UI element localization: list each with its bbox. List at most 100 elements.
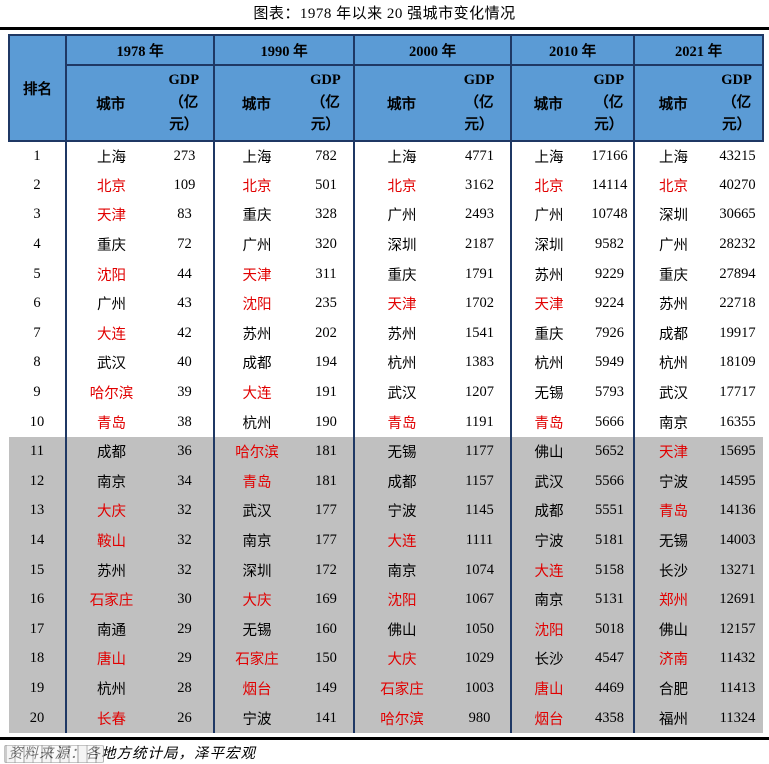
gdp-cell: 14136 [719, 502, 756, 519]
city-cell: 宁波 [510, 525, 586, 556]
city-cell: 武汉 [65, 348, 156, 378]
city-cell: 上海 [213, 141, 299, 171]
gdp-cell: 9229 [595, 265, 624, 282]
gdp-column-header: GDP （亿 元） [168, 72, 200, 134]
city-cell: 天津 [510, 288, 586, 319]
rank-cell: 19 [29, 679, 45, 696]
gdp-cell: 1791 [465, 265, 494, 282]
rank-cell: 3 [33, 206, 41, 223]
gdp-cell: 2493 [465, 206, 494, 223]
rank-cell: 13 [29, 502, 45, 519]
year-header-2000: 2000 年 [353, 34, 511, 66]
table-row: 12 南京 34 青岛 181 成都 1157 武汉 5566 宁波 14595 [9, 466, 763, 497]
city-cell: 杭州 [353, 348, 449, 378]
gdp-cell: 1067 [465, 591, 494, 608]
rank-cell: 1 [33, 147, 41, 164]
city-cell: 青岛 [213, 466, 299, 497]
gdp-cell: 27894 [719, 265, 756, 282]
gdp-cell: 320 [315, 236, 337, 253]
city-cell: 武汉 [510, 466, 586, 497]
gdp-cell: 29 [177, 650, 192, 667]
table-body: 1 上海 273 上海 782 上海 4771 上海 17166 上海 43215 2 北京 109 北京 5… [9, 141, 763, 733]
gdp-cell: 501 [315, 176, 337, 193]
city-cell: 北京 [510, 170, 586, 201]
gdp-cell: 14003 [719, 532, 756, 549]
city-cell: 南京 [510, 584, 586, 615]
city-cell: 沈阳 [353, 584, 449, 615]
gdp-cell: 177 [315, 532, 337, 549]
city-cell: 重庆 [353, 259, 449, 289]
city-cell: 合肥 [633, 673, 712, 704]
city-cell: 北京 [65, 170, 156, 201]
city-cell: 佛山 [633, 614, 712, 645]
city-cell: 广州 [510, 200, 586, 230]
gdp-cell: 202 [315, 324, 337, 341]
rank-cell: 6 [33, 295, 41, 312]
city-cell: 宁波 [633, 466, 712, 497]
city-cell: 广州 [353, 200, 449, 230]
gdp-cell: 42 [177, 324, 192, 341]
city-cell: 长沙 [510, 644, 586, 674]
gdp-cell: 4547 [595, 650, 624, 667]
gdp-column-header: GDP （亿 元） [310, 72, 341, 134]
city-cell: 大连 [353, 525, 449, 556]
gdp-cell: 43215 [719, 147, 756, 164]
city-cell: 福州 [633, 703, 712, 733]
gdp-cell: 141 [315, 709, 337, 726]
gdp-cell: 4358 [595, 709, 624, 726]
gdp-cell: 1702 [465, 295, 494, 312]
city-cell: 重庆 [213, 200, 299, 230]
city-column-header: 城市 [96, 96, 126, 113]
city-cell: 苏州 [510, 259, 586, 289]
gdp-cell: 5566 [595, 472, 624, 489]
city-cell: 苏州 [353, 318, 449, 349]
city-cell: 广州 [65, 288, 156, 319]
gdp-cell: 32 [177, 532, 192, 549]
city-cell: 成都 [633, 318, 712, 349]
source-note: 资料来源：各地方统计局，泽平宏观 [8, 745, 256, 762]
city-cell: 天津 [213, 259, 299, 289]
city-cell: 重庆 [510, 318, 586, 349]
city-cell: 哈尔滨 [353, 703, 449, 733]
gdp-cell: 43 [177, 295, 192, 312]
city-cell: 苏州 [633, 288, 712, 319]
gdp-cell: 782 [315, 147, 337, 164]
gdp-cell: 11432 [719, 650, 756, 667]
rank-cell: 15 [29, 561, 45, 578]
gdp-cell: 38 [177, 413, 192, 430]
gdp-cell: 13271 [719, 561, 756, 578]
city-cell: 北京 [213, 170, 299, 201]
gdp-cell: 172 [315, 561, 337, 578]
table-row: 7 大连 42 苏州 202 苏州 1541 重庆 7926 成都 19917 [9, 318, 763, 349]
city-cell: 深圳 [213, 555, 299, 585]
table-row: 3 天津 83 重庆 328 广州 2493 广州 10748 深圳 30665 [9, 200, 763, 230]
gdp-cell: 181 [315, 472, 337, 489]
gdp-cell: 7926 [595, 324, 624, 341]
table-row: 15 苏州 32 深圳 172 南京 1074 大连 5158 长沙 13271 [9, 555, 763, 585]
city-cell: 苏州 [65, 555, 156, 585]
gdp-cell: 191 [315, 384, 337, 401]
table-header: 排名 1978 年 1990 年 2000 年 2010 年 2021 年 城市… [8, 34, 764, 142]
table-row: 6 广州 43 沈阳 235 天津 1702 天津 9224 苏州 22718 [9, 288, 763, 319]
gdp-cell: 14114 [591, 176, 628, 193]
city-cell: 烟台 [510, 703, 586, 733]
city-cell: 上海 [65, 141, 156, 171]
table-row: 2 北京 109 北京 501 北京 3162 北京 14114 北京 40270 [9, 170, 763, 201]
gdp-ranking-table: 排名 1978 年 1990 年 2000 年 2010 年 2021 年 城市… [8, 34, 764, 733]
gdp-cell: 149 [315, 679, 337, 696]
city-cell: 深圳 [353, 229, 449, 260]
gdp-cell: 1157 [465, 472, 494, 489]
gdp-cell: 5018 [595, 620, 624, 637]
city-cell: 青岛 [353, 407, 449, 437]
city-cell: 佛山 [510, 436, 586, 467]
rank-cell: 11 [30, 443, 44, 460]
gdp-cell: 4771 [465, 147, 494, 164]
city-cell: 佛山 [353, 614, 449, 645]
gdp-cell: 160 [315, 620, 337, 637]
city-cell: 杭州 [213, 407, 299, 437]
gdp-cell: 32 [177, 561, 192, 578]
rank-cell: 14 [29, 532, 45, 549]
gdp-cell: 9224 [595, 295, 624, 312]
rank-cell: 10 [29, 413, 45, 430]
gdp-cell: 235 [315, 295, 337, 312]
